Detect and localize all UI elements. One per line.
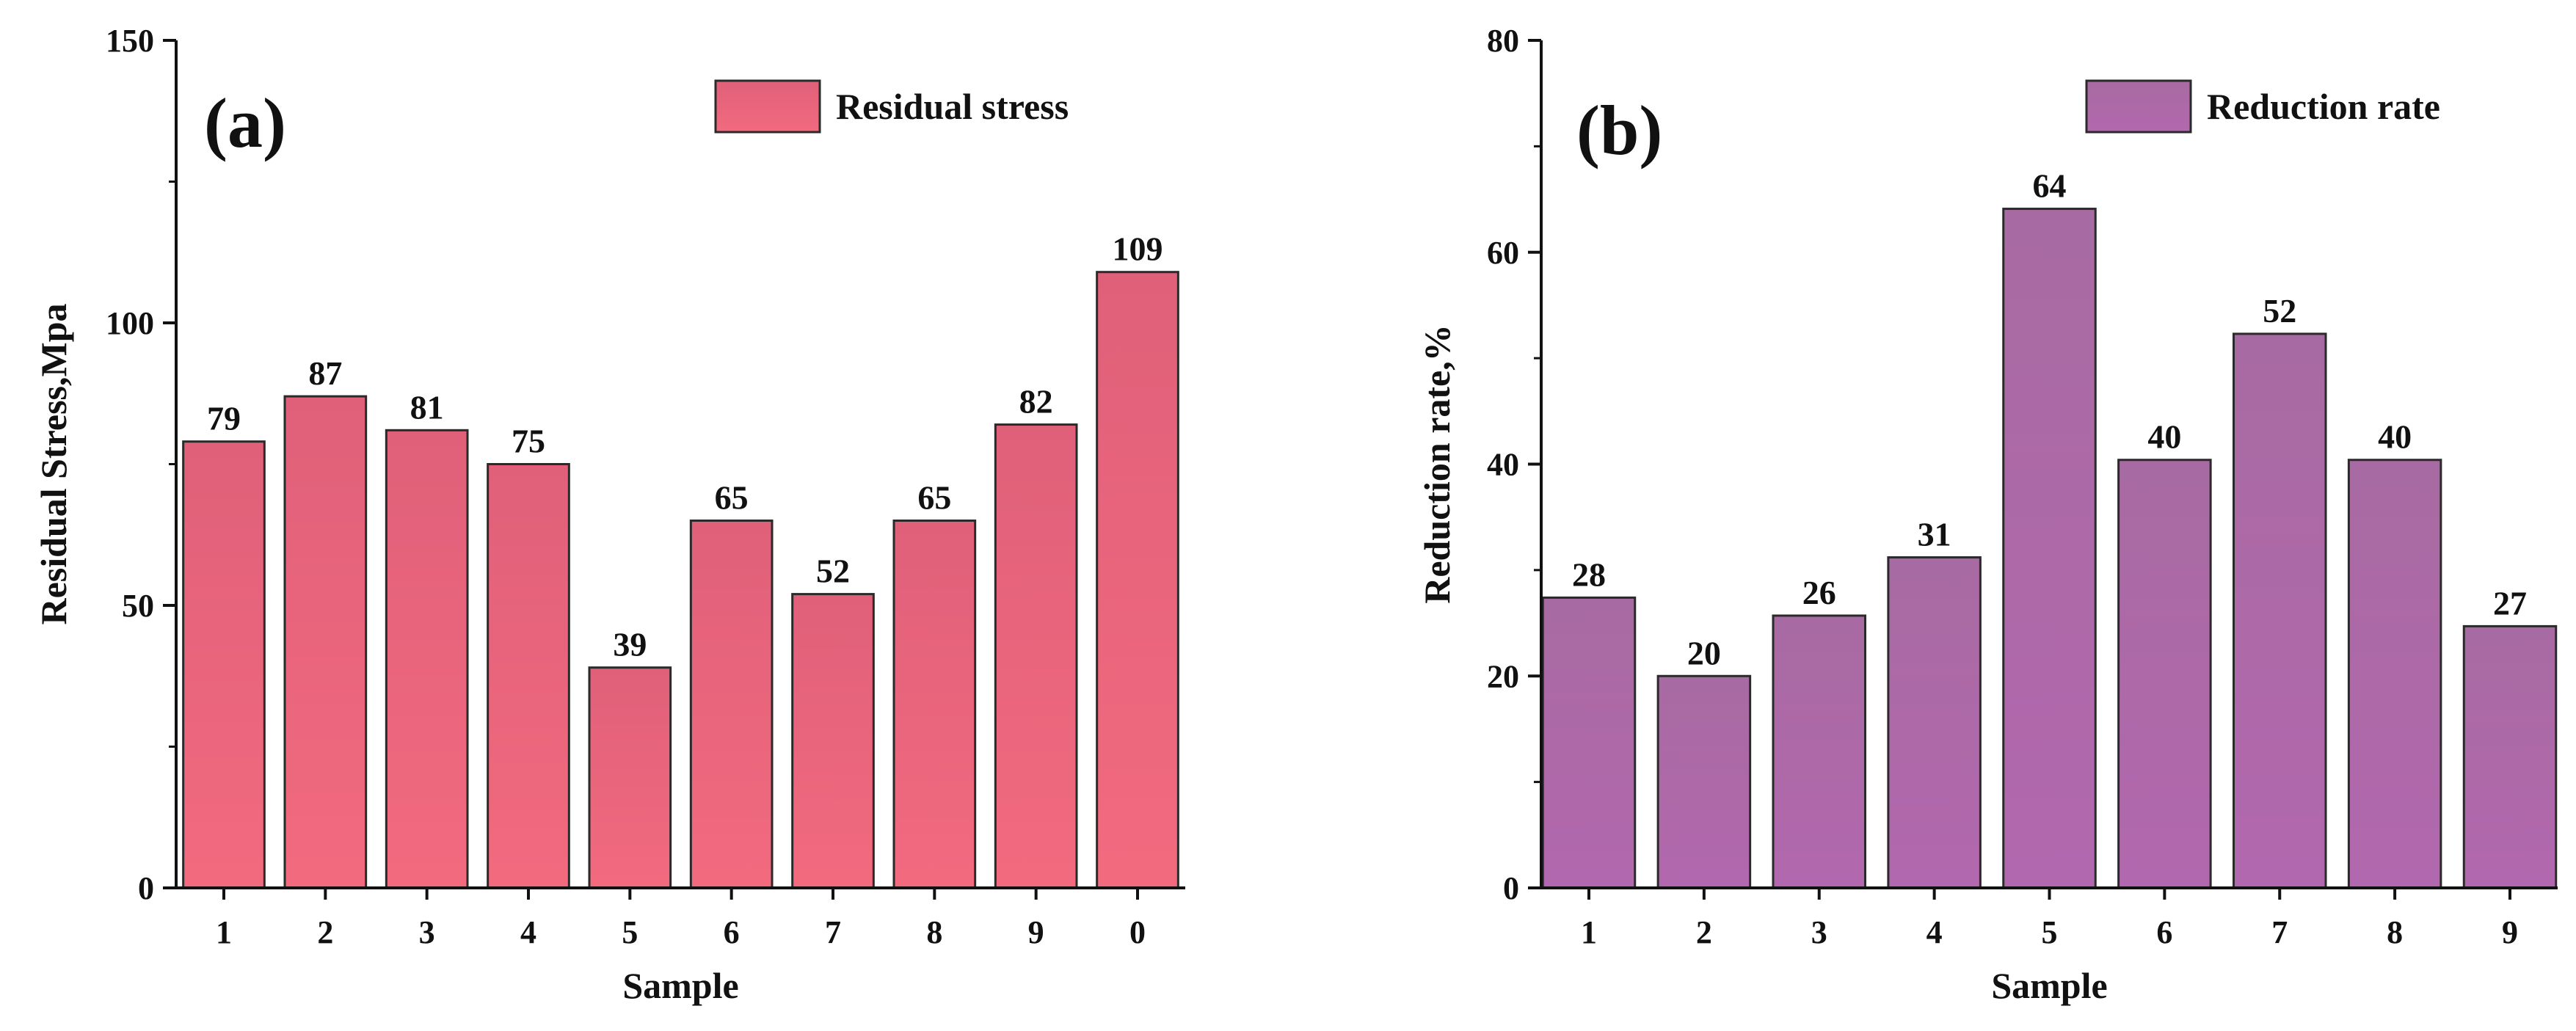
- y-axis-title: Residual Stress,Mpa: [33, 303, 74, 624]
- data-label-sample-4: 31: [1918, 516, 1951, 553]
- data-label-sample-5: 64: [2033, 167, 2067, 205]
- bar-sample-4: [487, 463, 570, 889]
- bar-sample-2: [283, 395, 368, 889]
- bar-sample-7: [791, 593, 875, 889]
- x-tick-label-8: 8: [926, 914, 942, 950]
- x-tick-label-2: 2: [1696, 914, 1712, 950]
- legend: Reduction rate: [2085, 79, 2440, 134]
- y-tick-label-50: 50: [122, 588, 154, 624]
- data-label-sample-6: 65: [715, 479, 749, 517]
- data-label-sample-1: 79: [207, 400, 241, 437]
- bar-sample-8: [2347, 459, 2442, 889]
- axes-frame: [175, 40, 1185, 889]
- bar-sample-4: [1887, 556, 1982, 889]
- bar-sample-3: [385, 429, 469, 889]
- x-tick-label-8: 8: [2387, 914, 2403, 950]
- data-label-sample-3: 26: [1802, 574, 1836, 611]
- legend-swatch: [2085, 79, 2192, 134]
- bar-sample-1: [1541, 596, 1637, 889]
- x-tick-label-3: 3: [1811, 914, 1827, 950]
- x-axis-title: Sample: [1991, 965, 2107, 1006]
- y-tick-label-0: 0: [138, 870, 154, 906]
- data-label-sample-7: 52: [2263, 292, 2296, 329]
- panel-label: (a): [204, 84, 286, 162]
- y-tick-label-20: 20: [1487, 658, 1519, 694]
- x-tick-label-1: 1: [1581, 914, 1597, 950]
- panel-label: (b): [1576, 91, 1662, 170]
- legend-label: Reduction rate: [2207, 86, 2440, 127]
- bar-sample-7: [2233, 332, 2327, 889]
- x-tick-label-4: 4: [1926, 914, 1943, 950]
- bar-sample-0: [1096, 271, 1179, 889]
- data-label-sample-8: 40: [2378, 418, 2412, 456]
- x-tick-label-9: 9: [1028, 914, 1044, 950]
- bar-sample-3: [1772, 614, 1866, 889]
- y-tick-label-40: 40: [1487, 447, 1519, 483]
- x-axis-title: Sample: [622, 965, 738, 1006]
- bar-sample-2: [1656, 674, 1752, 889]
- x-tick-label-5: 5: [2042, 914, 2058, 950]
- bar-sample-8: [892, 520, 977, 889]
- y-tick-label-60: 60: [1487, 235, 1519, 271]
- x-tick-label-6: 6: [2156, 914, 2172, 950]
- bar-sample-5: [2002, 208, 2097, 889]
- x-tick-label-7: 7: [2271, 914, 2288, 950]
- bar-sample-5: [588, 666, 672, 889]
- x-tick-label-2: 2: [317, 914, 333, 950]
- data-label-sample-7: 52: [816, 553, 850, 590]
- data-label-sample-4: 75: [512, 423, 545, 460]
- y-axis-title: Reduction rate,%: [1416, 324, 1458, 604]
- y-tick-label-80: 80: [1487, 23, 1519, 59]
- chart-panel-a: 79 1 87 2 81 3 75 4 39 5 65 6 52 7 65 8 82 9 109 0 0 50 100 150…: [33, 23, 1185, 1006]
- data-label-sample-5: 39: [613, 626, 647, 663]
- chart-panel-b: 28 1 20 2 26 3 31 4 64 5 40 6 52 7 40 8 27 9 0 20 40 60 80 Samp…: [1416, 23, 2558, 1006]
- y-tick-label-150: 150: [106, 23, 154, 59]
- data-label-sample-6: 40: [2147, 418, 2181, 456]
- bar-sample-1: [182, 440, 266, 889]
- bar-sample-9: [994, 423, 1078, 889]
- x-tick-label-7: 7: [825, 914, 841, 950]
- x-tick-label-3: 3: [419, 914, 435, 950]
- x-tick-label-9: 9: [2502, 914, 2518, 950]
- bar-sample-6: [689, 520, 774, 889]
- data-label-sample-0: 109: [1113, 230, 1163, 268]
- x-tick-label-5: 5: [622, 914, 638, 950]
- x-tick-label-6: 6: [724, 914, 740, 950]
- data-label-sample-2: 87: [308, 354, 342, 392]
- legend: Residual stress: [714, 79, 1069, 134]
- data-label-sample-1: 28: [1572, 555, 1606, 593]
- data-label-sample-2: 20: [1687, 634, 1721, 671]
- bar-sample-6: [2117, 459, 2212, 889]
- data-label-sample-9: 82: [1019, 383, 1053, 420]
- axes-frame: [1540, 40, 2558, 889]
- x-tick-label-0: 0: [1129, 914, 1146, 950]
- data-label-sample-8: 65: [917, 479, 951, 517]
- data-label-sample-3: 81: [410, 388, 444, 426]
- y-tick-label-0: 0: [1503, 870, 1519, 906]
- x-tick-label-4: 4: [520, 914, 536, 950]
- x-tick-label-1: 1: [216, 914, 232, 950]
- data-label-sample-9: 27: [2493, 584, 2527, 622]
- legend-swatch: [714, 79, 821, 134]
- bar-sample-9: [2462, 624, 2558, 889]
- legend-label: Residual stress: [836, 86, 1069, 127]
- y-tick-label-100: 100: [106, 305, 154, 341]
